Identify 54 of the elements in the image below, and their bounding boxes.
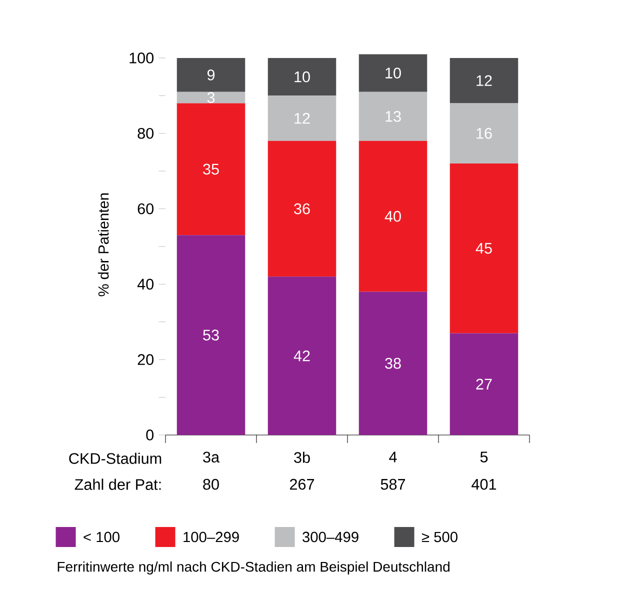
text: 80: [203, 478, 219, 490]
bar: [268, 140, 336, 277]
legend-label: 100–299: [184, 532, 239, 542]
data-label: 40: [384, 210, 401, 222]
data-label: 9: [207, 70, 215, 80]
bar: [358, 92, 428, 141]
bar: [176, 235, 246, 435]
x-tick-label: 5: [480, 452, 488, 462]
bar: [358, 292, 428, 435]
bar: [268, 58, 336, 96]
bar: [358, 54, 428, 92]
bar: [176, 58, 246, 92]
data-label: 10: [386, 68, 401, 78]
y-tick-label: 80: [138, 128, 154, 139]
text: 267: [290, 478, 314, 490]
x-tick-label: 4: [389, 452, 397, 462]
data-label: 27: [476, 378, 492, 390]
data-label: 36: [294, 203, 310, 214]
text: Zahl der Pat:: [74, 478, 161, 490]
text: 401: [472, 478, 496, 490]
data-label: 12: [294, 112, 310, 124]
legend-label: < 100: [84, 532, 120, 542]
legend-label: 300–499: [302, 532, 358, 542]
text: 587: [380, 478, 406, 490]
y-axis-title: % der Patienten: [98, 193, 109, 296]
y-tick-label: 100: [130, 52, 154, 64]
y-tick-label: 20: [138, 354, 154, 366]
bar: [450, 333, 518, 435]
bar: [268, 96, 336, 141]
data-label: 12: [476, 75, 492, 86]
data-label: 10: [294, 71, 310, 82]
text: Ferritinwerte ng/ml nach CKD-Stadien am Beispiel Deutschland: [58, 561, 450, 575]
bar: [176, 103, 246, 236]
y-tick-label: 40: [137, 278, 154, 290]
bar: [176, 92, 246, 104]
legend-label: ≥ 500: [422, 532, 458, 542]
data-label: 3: [207, 92, 215, 103]
bar: [450, 58, 518, 104]
x-tick-label: 3a: [203, 452, 220, 463]
bar: [450, 103, 518, 164]
data-label: 35: [203, 164, 219, 175]
data-label: 42: [294, 350, 310, 362]
data-label: 13: [386, 110, 401, 122]
data-label: 16: [476, 128, 492, 139]
data-label: 38: [385, 358, 401, 369]
y-tick-label: 60: [138, 203, 154, 214]
data-label: 53: [203, 330, 219, 340]
x-tick-label: 3b: [294, 452, 310, 463]
bar: [450, 164, 518, 334]
data-label: 45: [476, 243, 492, 254]
bar: [268, 276, 336, 435]
text: CKD-Stadium: [69, 452, 162, 464]
bar: [358, 140, 428, 292]
y-tick-label: 0: [146, 430, 154, 440]
